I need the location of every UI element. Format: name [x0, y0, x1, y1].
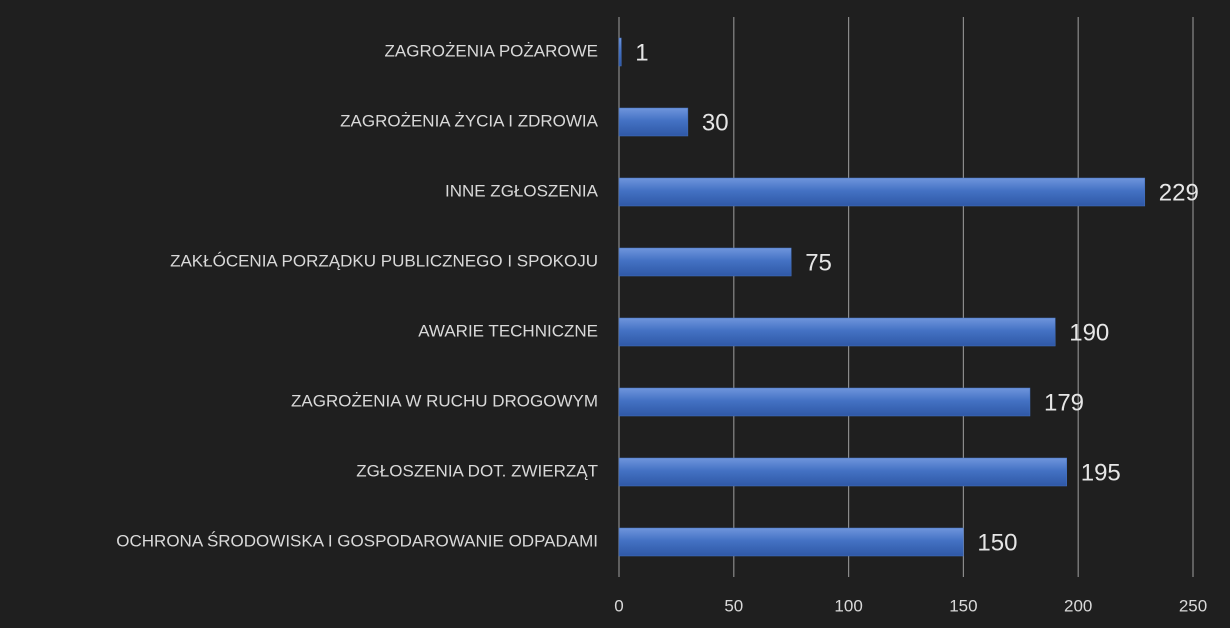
bar — [618, 37, 622, 67]
y-tick-label: ZAGROŻENIA W RUCHU DROGOWYM — [291, 391, 598, 410]
data-label: 179 — [1044, 389, 1084, 416]
data-label: 150 — [977, 529, 1017, 556]
bar — [618, 527, 964, 557]
x-tick-label: 50 — [724, 596, 743, 615]
y-tick-label: ZGŁOSZENIA DOT. ZWIERZĄT — [356, 461, 598, 480]
y-tick-label: OCHRONA ŚRODOWISKA I GOSPODAROWANIE ODPA… — [116, 531, 598, 550]
data-label: 75 — [805, 249, 832, 276]
data-label: 195 — [1081, 459, 1121, 486]
bar — [618, 457, 1067, 487]
y-tick-label: ZAGROŻENIA POŻAROWE — [385, 41, 598, 60]
bar — [618, 317, 1056, 347]
data-label: 30 — [702, 109, 729, 136]
x-tick-label: 200 — [1064, 596, 1092, 615]
x-tick-label: 100 — [834, 596, 862, 615]
y-tick-label: ZAKŁÓCENIA PORZĄDKU PUBLICZNEGO I SPOKOJ… — [170, 251, 598, 270]
x-tick-label: 150 — [949, 596, 977, 615]
x-tick-label: 0 — [614, 596, 623, 615]
data-label: 1 — [635, 39, 648, 66]
y-tick-label: ZAGROŻENIA ŻYCIA I ZDROWIA — [340, 111, 599, 130]
bar — [618, 247, 792, 277]
bar — [618, 107, 689, 137]
y-tick-label: INNE ZGŁOSZENIA — [445, 181, 599, 200]
bar — [618, 387, 1031, 417]
x-tick-label: 250 — [1179, 596, 1207, 615]
y-tick-label: AWARIE TECHNICZNE — [418, 321, 598, 340]
data-label: 229 — [1159, 179, 1199, 206]
bar — [618, 177, 1146, 207]
data-label: 190 — [1069, 319, 1109, 346]
